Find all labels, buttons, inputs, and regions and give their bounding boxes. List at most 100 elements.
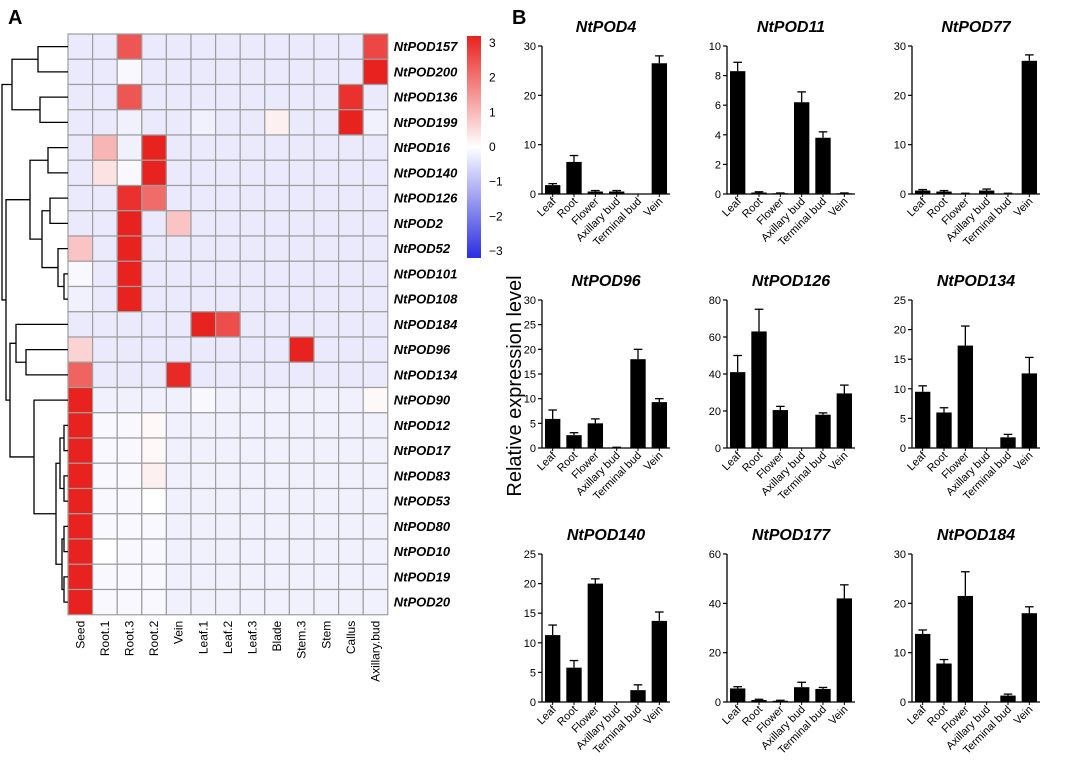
bar-chart-title: NtPOD140	[567, 527, 645, 544]
heatmap-cell	[91, 361, 118, 389]
bar	[587, 191, 604, 194]
bar	[751, 700, 767, 702]
row-label: NtPOD184	[394, 317, 458, 332]
heatmap-cell	[362, 412, 389, 439]
y-tick-label: 0	[530, 443, 536, 455]
dendrogram-branch	[15, 323, 68, 363]
heatmap-cell	[165, 159, 192, 187]
column-label: Seed	[73, 621, 87, 649]
dendrogram-branch	[63, 525, 68, 553]
bar	[815, 688, 831, 702]
row-label: NtPOD200	[394, 64, 458, 79]
y-tick-label: 10	[894, 384, 906, 396]
heatmap-cell	[91, 563, 118, 591]
y-tick-label: 20	[894, 325, 906, 337]
heatmap-cell	[165, 538, 192, 565]
row-label: NtPOD10	[394, 544, 451, 559]
heatmap-cell	[91, 588, 118, 616]
heatmap-cell	[91, 336, 118, 363]
heatmap-cell	[165, 336, 192, 363]
category-label: Leaf	[535, 703, 559, 727]
row-label: NtPOD19	[394, 569, 451, 584]
heatmap-cell	[362, 285, 389, 313]
heatmap-cell	[239, 412, 266, 439]
row-label: NtPOD157	[394, 39, 458, 54]
heatmap-cell	[338, 437, 364, 464]
bar	[772, 700, 789, 702]
row-label: NtPOD136	[394, 90, 458, 105]
heatmap-cell	[239, 210, 266, 237]
heatmap-cell	[264, 437, 290, 464]
heatmap-cell	[288, 260, 315, 288]
heatmap-cell	[362, 513, 389, 540]
heatmap-cell	[264, 235, 290, 262]
heatmap-cell	[313, 437, 340, 464]
row-label: NtPOD53	[394, 494, 451, 509]
bar	[914, 633, 931, 702]
column-label: Leaf.1	[196, 620, 210, 654]
y-tick-label: 8	[715, 71, 721, 83]
heatmap-cell	[264, 285, 290, 313]
heatmap-cell	[215, 235, 241, 262]
heatmap-cell	[190, 412, 217, 439]
heatmap-cell	[313, 412, 340, 439]
heatmap-cell	[215, 513, 241, 540]
heatmap-cell	[215, 336, 241, 363]
heatmap-cell	[313, 210, 340, 237]
heatmap-cell	[67, 361, 94, 389]
column-label: Root.3	[123, 620, 137, 656]
heatmap-cell	[91, 412, 118, 439]
heatmap-cell	[313, 513, 340, 540]
heatmap-cell	[362, 487, 389, 515]
y-tick-label: 10	[894, 140, 906, 152]
heatmap-cell	[239, 462, 266, 490]
heatmap-cell	[190, 235, 217, 262]
y-tick-label: 4	[715, 130, 721, 142]
heatmap-cell	[91, 58, 118, 86]
row-label: NtPOD52	[394, 241, 451, 256]
heatmap-cell	[288, 462, 315, 490]
heatmap-cell	[190, 33, 217, 60]
heatmap-cell	[190, 437, 217, 464]
bar	[544, 418, 561, 448]
heatmap-cell	[91, 437, 118, 464]
heatmap-cell	[190, 311, 217, 338]
heatmap-cell	[165, 58, 192, 86]
heatmap-cell	[215, 83, 241, 111]
heatmap-cell	[338, 210, 364, 237]
heatmap-cell	[141, 285, 168, 313]
heatmap-cell	[91, 235, 118, 262]
heatmap-cell	[264, 336, 290, 363]
bar-chart-title: NtPOD134	[937, 273, 1015, 290]
heatmap-cell	[215, 437, 241, 464]
heatmap-cell	[338, 260, 364, 288]
dendrogram-branch	[63, 273, 68, 300]
panel-b-label: B	[512, 7, 526, 29]
y-tick-label: 15	[524, 369, 536, 381]
heatmap-cell	[215, 588, 241, 616]
y-tick-label: 80	[709, 295, 721, 307]
heatmap-cell	[264, 260, 290, 288]
heatmap-cell	[338, 33, 364, 60]
heatmap-cell	[338, 109, 364, 136]
heatmap-cell	[338, 513, 364, 540]
row-label: NtPOD199	[394, 115, 458, 130]
heatmap-cell	[165, 311, 192, 338]
y-tick-label: 0	[900, 443, 906, 455]
dendrogram-branch	[29, 159, 48, 240]
heatmap-cell	[239, 184, 266, 212]
y-tick-label: 20	[524, 344, 536, 356]
y-tick-label: 5	[530, 418, 536, 430]
bar	[544, 635, 561, 702]
heatmap-cell	[91, 462, 118, 490]
y-tick-label: 15	[524, 608, 536, 620]
heatmap-cell	[362, 336, 389, 363]
heatmap-cell	[141, 33, 168, 60]
heatmap-cell	[362, 235, 389, 262]
heatmap-cell	[190, 386, 217, 414]
row-label: NtPOD126	[394, 191, 458, 206]
heatmap-cell	[116, 513, 143, 540]
bar	[566, 667, 582, 702]
heatmap-cell	[313, 109, 340, 136]
